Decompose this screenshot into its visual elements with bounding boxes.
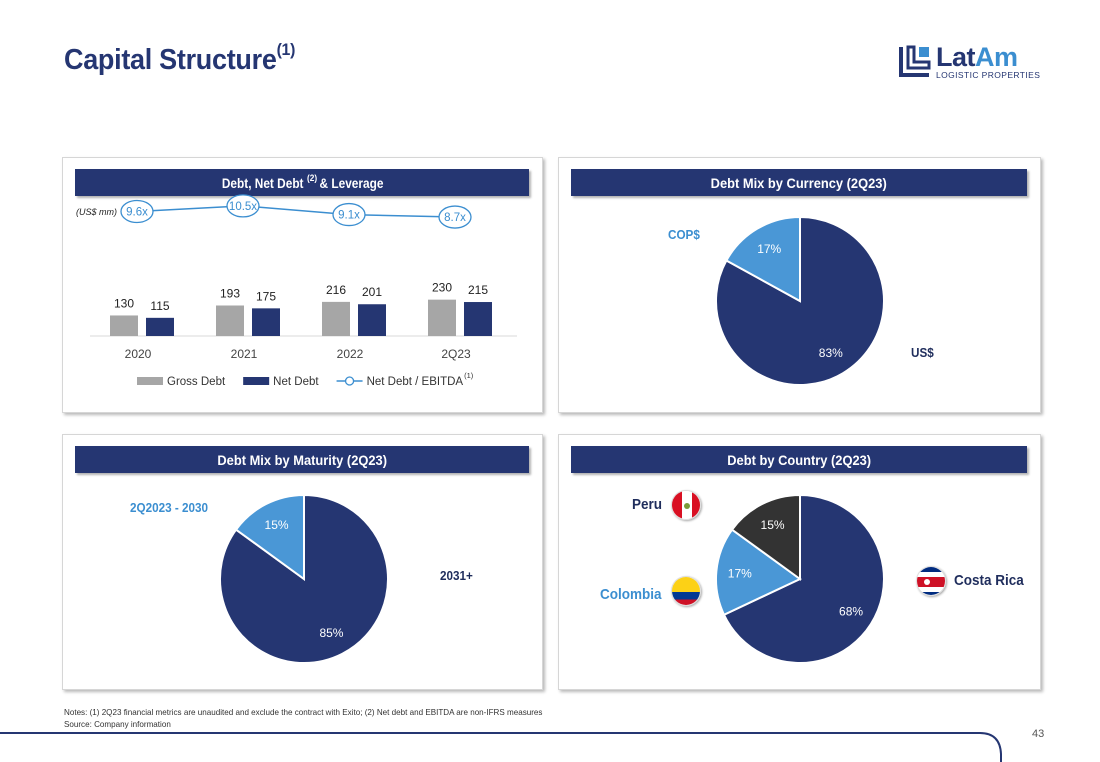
bar-net-debt-2021 <box>252 308 280 336</box>
unit-note: (US$ mm) <box>76 207 117 217</box>
page-title: Capital Structure(1) <box>64 40 296 76</box>
leverage-line <box>136 205 456 218</box>
legend-label: Gross Debt <box>167 376 226 388</box>
country-label-costa-rica: Costa Rica <box>954 572 1024 589</box>
panel-leverage-header: Debt, Net Debt (2) & Leverage <box>75 169 529 196</box>
footer-divider <box>0 732 1002 762</box>
leverage-value-label: 8.7x <box>444 212 466 224</box>
legend-label-sup: (1) <box>464 371 474 380</box>
bar-value-label: 230 <box>432 281 452 295</box>
panel-leverage: Debt, Net Debt (2) & Leverage <box>62 157 543 413</box>
leverage-marker <box>332 202 366 227</box>
leverage-chart: 130 115 2020 193 175 2021 216 201 2022 230 215 2Q23… <box>90 194 517 388</box>
pie-slice-label: 17% <box>757 242 781 256</box>
legend-swatch <box>243 377 270 385</box>
panel-country-header: Debt by Country (2Q23) <box>571 446 1027 473</box>
x-tick-label: 2020 <box>125 347 152 361</box>
peru-flag-icon <box>671 490 701 520</box>
bar-value-label: 175 <box>256 289 276 303</box>
bar-gross-debt-2021 <box>216 305 244 336</box>
logo-mark-icon <box>899 45 931 77</box>
x-tick-label: 2021 <box>231 347 258 361</box>
legend-label: Net Debt / EBITDA <box>367 376 464 388</box>
colombia-flag-icon <box>671 576 701 606</box>
footnote-source: Source: Company information <box>64 719 171 729</box>
x-tick-label: 2Q23 <box>441 347 471 361</box>
page-number: 43 <box>1032 728 1045 740</box>
pie-slice-peru <box>730 493 801 581</box>
maturity-label-long: 2031+ <box>440 568 473 583</box>
pie-slice-label: 17% <box>728 566 752 580</box>
bar-value-label: 193 <box>220 287 240 301</box>
bar-value-label: 201 <box>362 285 382 299</box>
pie-slice-2q2023-2030 <box>234 493 305 581</box>
pie-slice-cop- <box>725 215 801 303</box>
leverage-value-label: 9.1x <box>338 210 360 222</box>
bar-net-debt-2022 <box>358 304 386 336</box>
leverage-marker <box>438 205 472 229</box>
legend-label: Net Debt <box>273 376 319 388</box>
bar-gross-debt-2q23 <box>428 299 456 336</box>
company-logo: LatAm LOGISTIC PROPERTIES <box>898 42 1041 82</box>
pie-slice-costa-rica <box>722 493 885 664</box>
leverage-marker <box>226 194 260 218</box>
pie-slice-label: 83% <box>819 346 843 360</box>
pie-slice-label: 68% <box>839 604 863 618</box>
country-label-peru: Peru <box>632 496 663 513</box>
logo-subtitle: LOGISTIC PROPERTIES <box>936 70 1041 80</box>
bar-gross-debt-2022 <box>322 301 350 336</box>
bar-value-label: 216 <box>326 283 346 297</box>
panel-currency-header: Debt Mix by Currency (2Q23) <box>571 169 1027 196</box>
currency-label-usd: US$ <box>911 345 934 360</box>
x-tick-label: 2022 <box>337 347 364 361</box>
country-pie-chart: 68% 17% 15% <box>715 493 885 664</box>
pie-slice-label: 15% <box>761 518 785 532</box>
pie-slice-label: 85% <box>319 626 343 640</box>
pie-slice-label: 15% <box>265 518 289 532</box>
leverage-value-label: 10.5x <box>229 201 257 213</box>
currency-label-cop: COP$ <box>668 227 700 242</box>
legend-line-marker <box>344 376 355 386</box>
legend-swatch <box>137 377 163 385</box>
pie-slice-colombia <box>715 528 802 617</box>
panel-maturity-header: Debt Mix by Maturity (2Q23) <box>75 446 529 473</box>
leverage-marker <box>120 199 154 224</box>
bar-value-label: 115 <box>150 299 169 313</box>
bar-net-debt-2q23 <box>464 302 492 336</box>
bar-net-debt-2020 <box>146 317 174 336</box>
maturity-pie-chart: 85% 15% <box>219 493 389 664</box>
costa-rica-flag-icon <box>916 566 946 596</box>
country-label-colombia: Colombia <box>600 586 662 603</box>
leverage-value-label: 9.6x <box>126 206 148 218</box>
bar-gross-debt-2020 <box>110 315 138 336</box>
bar-value-label: 130 <box>114 296 134 310</box>
footnote-notes: Notes: (1) 2Q23 financial metrics are un… <box>64 707 543 717</box>
currency-pie-chart: 83% 17% <box>715 215 885 386</box>
maturity-label-short: 2Q2023 - 2030 <box>130 500 209 515</box>
logo-wordmark: LatAm <box>936 42 1018 72</box>
bar-value-label: 215 <box>468 283 488 297</box>
